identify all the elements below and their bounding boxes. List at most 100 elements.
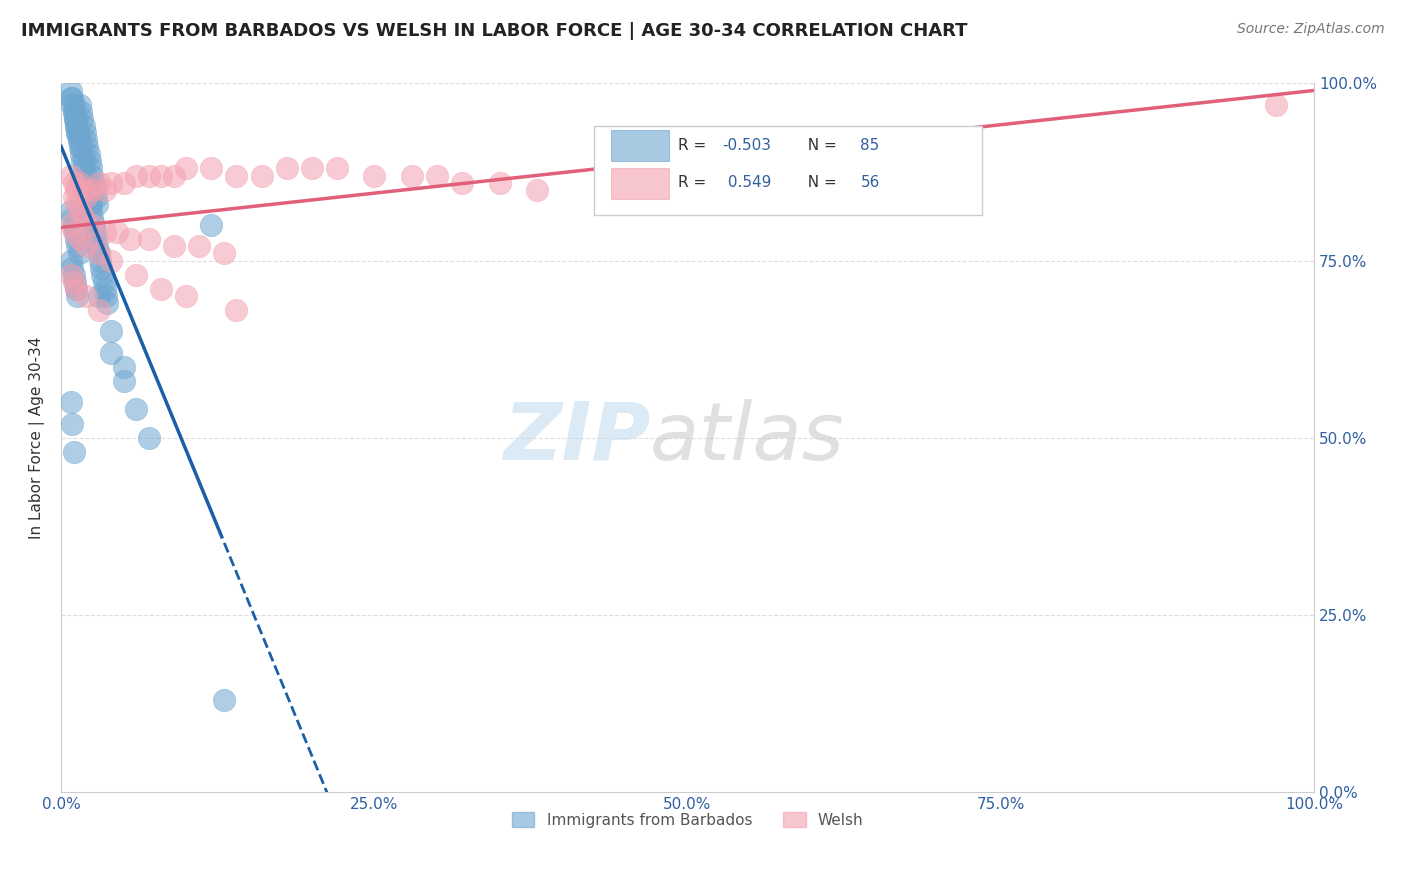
Point bbox=[94, 183, 117, 197]
Point bbox=[60, 268, 83, 282]
Point bbox=[72, 119, 94, 133]
Point bbox=[62, 445, 84, 459]
Point bbox=[94, 282, 117, 296]
Point bbox=[83, 183, 105, 197]
Point bbox=[72, 112, 94, 126]
Point bbox=[65, 232, 87, 246]
Point bbox=[75, 239, 97, 253]
Point bbox=[90, 260, 112, 275]
Point bbox=[77, 183, 100, 197]
Point bbox=[62, 176, 84, 190]
Point bbox=[138, 431, 160, 445]
Point bbox=[60, 90, 83, 104]
Point bbox=[176, 161, 198, 176]
Point bbox=[75, 190, 97, 204]
Point bbox=[62, 225, 84, 239]
Point bbox=[86, 239, 108, 253]
Point bbox=[72, 161, 94, 176]
Point bbox=[65, 282, 87, 296]
Point bbox=[112, 176, 135, 190]
Point bbox=[1265, 97, 1288, 112]
Point bbox=[118, 232, 141, 246]
Point bbox=[66, 239, 89, 253]
Point bbox=[94, 225, 117, 239]
Point bbox=[451, 176, 474, 190]
Point bbox=[82, 183, 104, 197]
Point bbox=[66, 126, 89, 140]
Point bbox=[82, 211, 104, 225]
Text: N =: N = bbox=[797, 137, 841, 153]
Point bbox=[125, 402, 148, 417]
Point bbox=[70, 104, 93, 119]
Point bbox=[86, 197, 108, 211]
Point bbox=[60, 204, 83, 219]
Point bbox=[79, 197, 101, 211]
Point bbox=[401, 169, 423, 183]
Point bbox=[89, 253, 111, 268]
Point bbox=[100, 325, 122, 339]
Point bbox=[67, 133, 90, 147]
Point bbox=[69, 204, 91, 219]
Point bbox=[67, 246, 90, 260]
Point bbox=[212, 693, 235, 707]
Point bbox=[60, 417, 83, 431]
Text: 56: 56 bbox=[860, 175, 880, 190]
Point bbox=[73, 169, 96, 183]
Point bbox=[69, 140, 91, 154]
Text: R =: R = bbox=[678, 137, 710, 153]
Point bbox=[63, 112, 86, 126]
Point bbox=[75, 133, 97, 147]
Point bbox=[77, 190, 100, 204]
Point bbox=[107, 225, 129, 239]
Point bbox=[100, 253, 122, 268]
Point bbox=[69, 176, 91, 190]
Point bbox=[488, 176, 510, 190]
Point bbox=[301, 161, 323, 176]
Point bbox=[84, 232, 107, 246]
Point bbox=[67, 126, 90, 140]
Point bbox=[70, 147, 93, 161]
Point bbox=[187, 239, 209, 253]
Point bbox=[112, 374, 135, 388]
Point bbox=[72, 154, 94, 169]
Point bbox=[60, 211, 83, 225]
Point bbox=[250, 169, 273, 183]
Point bbox=[100, 176, 122, 190]
FancyBboxPatch shape bbox=[612, 168, 669, 199]
Point bbox=[63, 275, 86, 289]
Point bbox=[125, 169, 148, 183]
Point bbox=[60, 260, 83, 275]
Point bbox=[60, 253, 83, 268]
Point bbox=[62, 190, 84, 204]
Point bbox=[60, 218, 83, 232]
Point bbox=[125, 268, 148, 282]
Point bbox=[72, 211, 94, 225]
Point bbox=[63, 225, 86, 239]
Point bbox=[176, 289, 198, 303]
Point bbox=[75, 169, 97, 183]
Point bbox=[69, 97, 91, 112]
Point bbox=[325, 161, 347, 176]
Point bbox=[87, 176, 110, 190]
Point bbox=[75, 289, 97, 303]
Point bbox=[87, 246, 110, 260]
Point bbox=[100, 345, 122, 359]
Point bbox=[75, 176, 97, 190]
Point bbox=[72, 154, 94, 169]
Point bbox=[363, 169, 385, 183]
Point bbox=[96, 296, 118, 310]
Point bbox=[150, 282, 173, 296]
Point bbox=[80, 161, 103, 176]
Point bbox=[77, 147, 100, 161]
FancyBboxPatch shape bbox=[612, 130, 669, 161]
Point bbox=[66, 126, 89, 140]
Point bbox=[65, 112, 87, 126]
Point bbox=[65, 119, 87, 133]
Point bbox=[150, 169, 173, 183]
Point bbox=[93, 275, 115, 289]
Point bbox=[73, 126, 96, 140]
Text: Source: ZipAtlas.com: Source: ZipAtlas.com bbox=[1237, 22, 1385, 37]
Point bbox=[526, 183, 548, 197]
Point bbox=[138, 232, 160, 246]
Point bbox=[138, 169, 160, 183]
